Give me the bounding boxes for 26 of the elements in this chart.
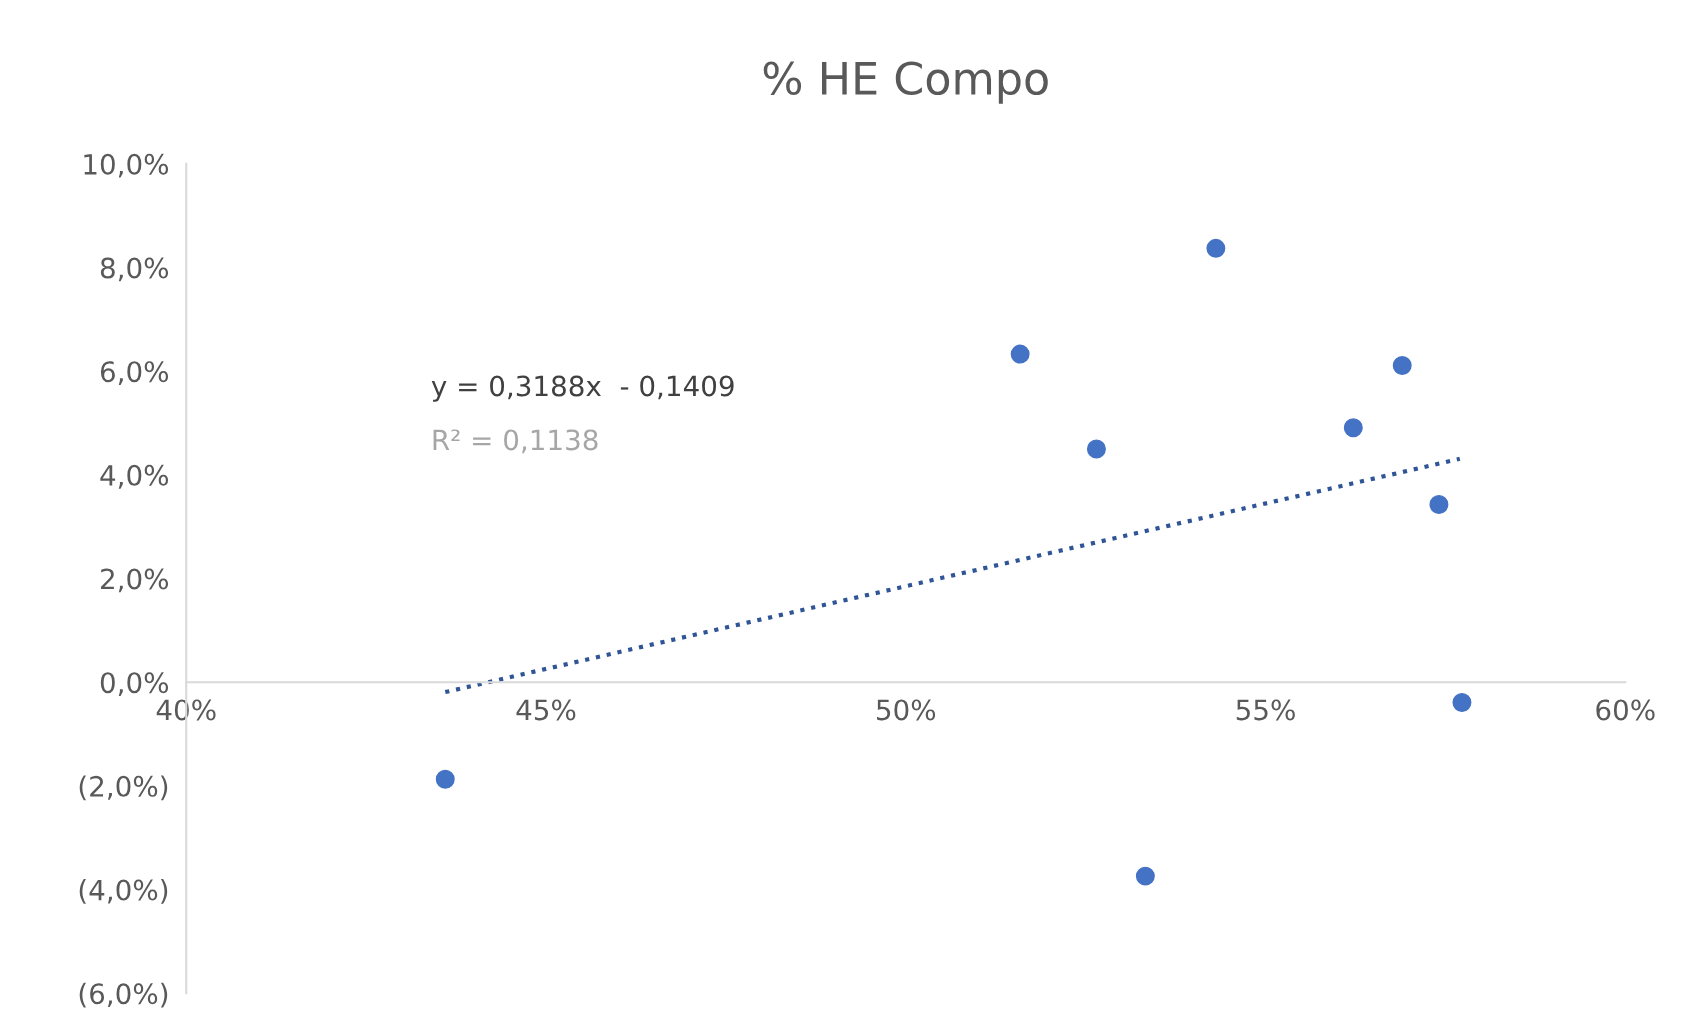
y-tick-label: 8,0% [100,257,169,282]
x-tick-label: 50% [877,699,936,721]
point [1343,418,1363,438]
x-tick-label: 40% [156,699,216,721]
point [1206,238,1226,258]
chart-title: % HE Compo [763,61,1048,104]
point [1452,692,1472,712]
x-tick-label: 55% [1236,699,1295,721]
y-tick-label: 6,0% [100,361,169,385]
point [1010,344,1030,364]
x-tick-label: 60% [1596,699,1655,721]
y-tick-label: (2,0%) [79,775,168,801]
y-tick-label: 10,0% [84,153,169,178]
point [1392,356,1412,375]
annotation: y = 0,3188x - 0,1409 [431,375,734,402]
y-tick-label: 2,0% [101,568,169,593]
annotation: R² = 0,1138 [433,429,598,454]
x-tick-label: 45% [516,699,576,721]
point [1429,494,1449,514]
point [1086,439,1106,459]
y-tick-label: 0,0% [100,672,169,697]
point [1135,866,1155,886]
point [435,769,455,789]
y-tick-label: (4,0%) [79,879,168,904]
y-tick-label: 4,0% [100,464,169,489]
y-tick-label: (6,0%) [79,982,168,1008]
